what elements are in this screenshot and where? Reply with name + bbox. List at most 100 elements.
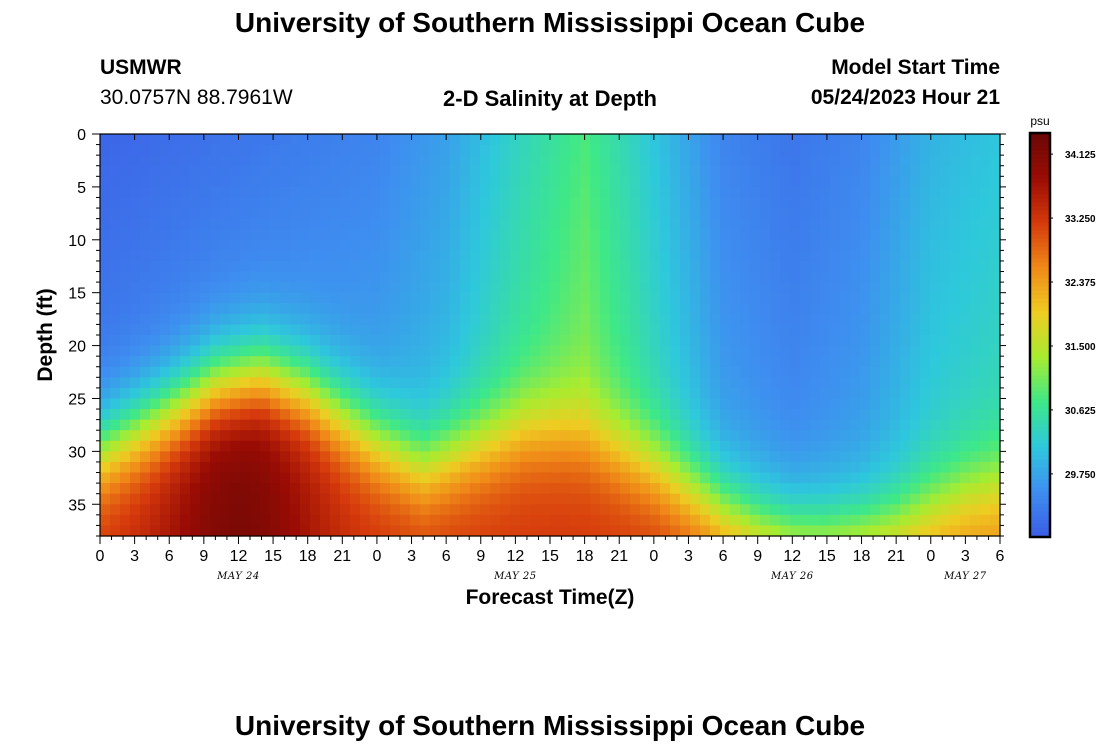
heatmap-cell	[110, 398, 121, 410]
heatmap-cell	[880, 398, 891, 410]
heatmap-cell	[950, 525, 961, 537]
heatmap-cell	[360, 504, 371, 516]
heatmap-cell	[530, 461, 541, 474]
heatmap-cell	[260, 303, 271, 315]
heatmap-cell	[740, 271, 751, 283]
heatmap-cell	[970, 377, 981, 389]
colorbar-unit: psu	[1030, 114, 1049, 128]
heatmap-cell	[670, 197, 681, 209]
heatmap-cell	[230, 483, 241, 495]
heatmap-cell	[300, 440, 311, 452]
heatmap-cell	[620, 483, 631, 495]
heatmap-cell	[770, 165, 781, 177]
heatmap-cell	[870, 260, 881, 273]
heatmap-cell	[590, 292, 601, 304]
heatmap-cell	[230, 377, 241, 389]
heatmap-cell	[630, 472, 641, 484]
heatmap-cell	[350, 377, 361, 389]
heatmap-cell	[800, 356, 811, 368]
heatmap-cell	[110, 155, 121, 167]
heatmap-cell	[750, 250, 761, 262]
heatmap-cell	[500, 165, 511, 177]
heatmap-cell	[500, 303, 511, 315]
heatmap-cell	[530, 387, 541, 400]
heatmap-cell	[410, 186, 421, 199]
heatmap-cell	[980, 451, 991, 463]
heatmap-cell	[610, 144, 621, 156]
heatmap-cell	[440, 134, 451, 146]
heatmap-cell	[940, 409, 951, 421]
colorbar-segment	[1031, 230, 1049, 236]
heatmap-cell	[760, 525, 771, 537]
heatmap-cell	[930, 303, 941, 315]
heatmap-cell	[350, 155, 361, 167]
heatmap-cell	[900, 525, 911, 537]
heatmap-cell	[680, 271, 691, 283]
heatmap-cell	[870, 493, 881, 505]
heatmap-cell	[620, 504, 631, 516]
heatmap-cell	[370, 208, 381, 220]
heatmap-cell	[610, 356, 621, 368]
heatmap-cell	[960, 218, 971, 230]
heatmap-cell	[560, 250, 571, 262]
heatmap-cell	[850, 155, 861, 167]
heatmap-cell	[720, 324, 731, 336]
x-tick-label: 0	[649, 548, 658, 565]
colorbar-segment	[1031, 266, 1049, 272]
heatmap-cell	[430, 208, 441, 220]
heatmap-cell	[370, 451, 381, 463]
heatmap-cell	[100, 504, 111, 516]
heatmap-cell	[640, 144, 651, 156]
heatmap-cell	[860, 282, 871, 294]
heatmap-cell	[150, 430, 161, 442]
heatmap-cell	[110, 472, 121, 484]
heatmap-cell	[770, 208, 781, 220]
heatmap-cell	[930, 218, 941, 230]
heatmap-cell	[750, 377, 761, 389]
heatmap-cell	[310, 208, 321, 220]
heatmap-cell	[770, 514, 781, 527]
heatmap-cell	[350, 303, 361, 315]
heatmap-cell	[770, 313, 781, 326]
heatmap-cell	[200, 282, 211, 294]
heatmap-cell	[930, 472, 941, 484]
heatmap-cell	[270, 377, 281, 389]
heatmap-cell	[220, 430, 231, 442]
heatmap-cell	[360, 430, 371, 442]
heatmap-cell	[650, 155, 661, 167]
heatmap-cell	[590, 472, 601, 484]
heatmap-cell	[560, 483, 571, 495]
heatmap-cell	[650, 260, 661, 273]
heatmap-cell	[970, 525, 981, 537]
heatmap-cell	[940, 430, 951, 442]
heatmap-cell	[610, 197, 621, 209]
heatmap-cell	[260, 218, 271, 230]
x-tick-label: 3	[130, 548, 139, 565]
heatmap-cell	[710, 197, 721, 209]
heatmap-cell	[290, 134, 301, 146]
heatmap-cell	[920, 239, 931, 251]
heatmap-cell	[400, 366, 411, 378]
heatmap-cell	[890, 514, 901, 527]
heatmap-cell	[150, 186, 161, 199]
heatmap-cell	[380, 313, 391, 326]
heatmap-cell	[890, 398, 901, 410]
heatmap-cell	[350, 282, 361, 294]
heatmap-cell	[430, 303, 441, 315]
heatmap-cell	[390, 356, 401, 368]
heatmap-cell	[410, 366, 421, 378]
heatmap-cell	[770, 250, 781, 262]
heatmap-cell	[150, 229, 161, 241]
heatmap-cell	[170, 239, 181, 251]
heatmap-cell	[770, 483, 781, 495]
heatmap-cell	[530, 430, 541, 442]
heatmap-cell	[990, 271, 1001, 283]
heatmap-cell	[380, 282, 391, 294]
heatmap-cell	[370, 134, 381, 146]
heatmap-cell	[510, 514, 521, 527]
colorbar-tick-label: 34.125	[1065, 150, 1096, 161]
heatmap-cell	[640, 134, 651, 146]
heatmap-cell	[390, 430, 401, 442]
heatmap-cell	[990, 250, 1001, 262]
heatmap-cell	[930, 186, 941, 199]
